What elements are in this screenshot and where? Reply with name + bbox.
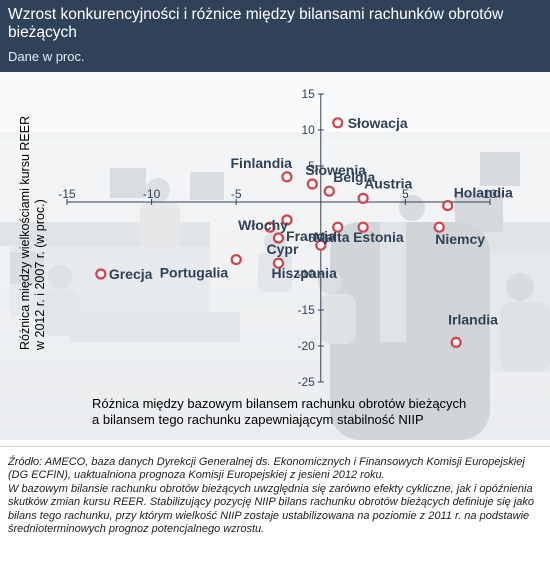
- data-point: [281, 171, 293, 183]
- point-label: Grecja: [109, 266, 153, 282]
- x-axis-label: Różnica między bazowym bilansem rachunku…: [92, 396, 532, 428]
- header-bar: Wzrost konkurencyjności i różnice między…: [0, 0, 550, 72]
- source-note: Źródło: AMECO, baza danych Dyrekcji Gene…: [8, 456, 540, 536]
- x-axis-label-line-1: Różnica między bazowym bilansem rachunku…: [92, 396, 467, 411]
- point-label: Malta: [314, 229, 350, 245]
- point-label: Portugalia: [160, 265, 229, 281]
- background-photo: [0, 72, 550, 440]
- y-tick-label: -15: [297, 303, 315, 317]
- point-label: Niemcy: [435, 231, 485, 247]
- y-tick-label: 10: [301, 123, 315, 137]
- tick-labels-layer: -15 -10 -5 5 10 15 10 5 -5 -10 -15 -20 -25: [58, 87, 497, 389]
- data-point: [272, 232, 285, 244]
- data-point: [281, 214, 293, 226]
- chart-subtitle: Dane w proc.: [8, 49, 85, 64]
- point-label: Słowenia: [305, 162, 366, 178]
- points-layer: [95, 117, 462, 348]
- divider: [0, 446, 550, 447]
- point-label: Włochy: [238, 217, 288, 233]
- y-tick-label: 15: [301, 87, 315, 101]
- point-label: Irlandia: [448, 311, 498, 327]
- data-point: [95, 268, 107, 280]
- data-point: [230, 254, 242, 266]
- x-tick-label: 10: [483, 187, 497, 201]
- chart-title: Wzrost konkurencyjności i różnice między…: [8, 6, 504, 41]
- data-point: [357, 221, 369, 233]
- y-tick-label: 5: [308, 159, 315, 173]
- data-point: [450, 336, 462, 348]
- point-label: Cypr: [267, 241, 299, 257]
- y-axis-label: Różnica między wielkościami kursu REER w…: [14, 72, 48, 372]
- x-tick-label: -10: [143, 187, 161, 201]
- y-axis-label-line-2: w 2012 r. i 2007 r. (w proc.): [33, 199, 47, 351]
- methodology-paragraph: W bazowym bilansie rachunku obrotów bież…: [8, 482, 535, 536]
- data-point: [272, 257, 285, 269]
- x-tick-label: -5: [231, 187, 242, 201]
- point-label: Słowacja: [348, 115, 408, 131]
- scatter-chart: -15 -10 -5 5 10 15 10 5 -5 -10 -15 -20 -25 Słowacja F…: [0, 72, 550, 440]
- y-axis-label-line-1: Różnica między wielkościami kursu REER: [18, 116, 32, 350]
- chart-svg: -15 -10 -5 5 10 15 10 5 -5 -10 -15 -20 -25 Słowacja F…: [58, 87, 513, 389]
- data-point: [357, 192, 369, 205]
- y-tick-label: -20: [297, 339, 315, 353]
- data-point: [264, 221, 276, 233]
- y-tick-label: -5: [304, 231, 315, 245]
- point-label: Holandia: [454, 185, 513, 201]
- data-point: [306, 178, 318, 190]
- axes-layer: [66, 93, 491, 383]
- x-axis-label-line-2: a bilansem tego rachunku zapewniającym s…: [92, 412, 424, 427]
- data-point: [323, 185, 335, 197]
- point-label: Francja: [286, 228, 336, 244]
- data-point: [442, 200, 454, 212]
- point-label: Belgia: [333, 169, 375, 185]
- y-tick-label: -25: [297, 375, 315, 389]
- data-point: [315, 239, 327, 251]
- point-label: Hiszpania: [272, 265, 338, 281]
- point-label: Estonia: [353, 229, 404, 245]
- point-label: Finlandia: [231, 155, 293, 171]
- point-label: Austria: [364, 175, 412, 191]
- y-tick-label: -10: [297, 267, 315, 281]
- x-tick-label: 5: [402, 187, 409, 201]
- source-paragraph: Źródło: AMECO, baza danych Dyrekcji Gene…: [8, 456, 525, 482]
- data-point: [433, 221, 445, 233]
- data-point: [332, 221, 344, 233]
- data-point: [332, 117, 344, 129]
- x-tick-label: -15: [58, 187, 76, 201]
